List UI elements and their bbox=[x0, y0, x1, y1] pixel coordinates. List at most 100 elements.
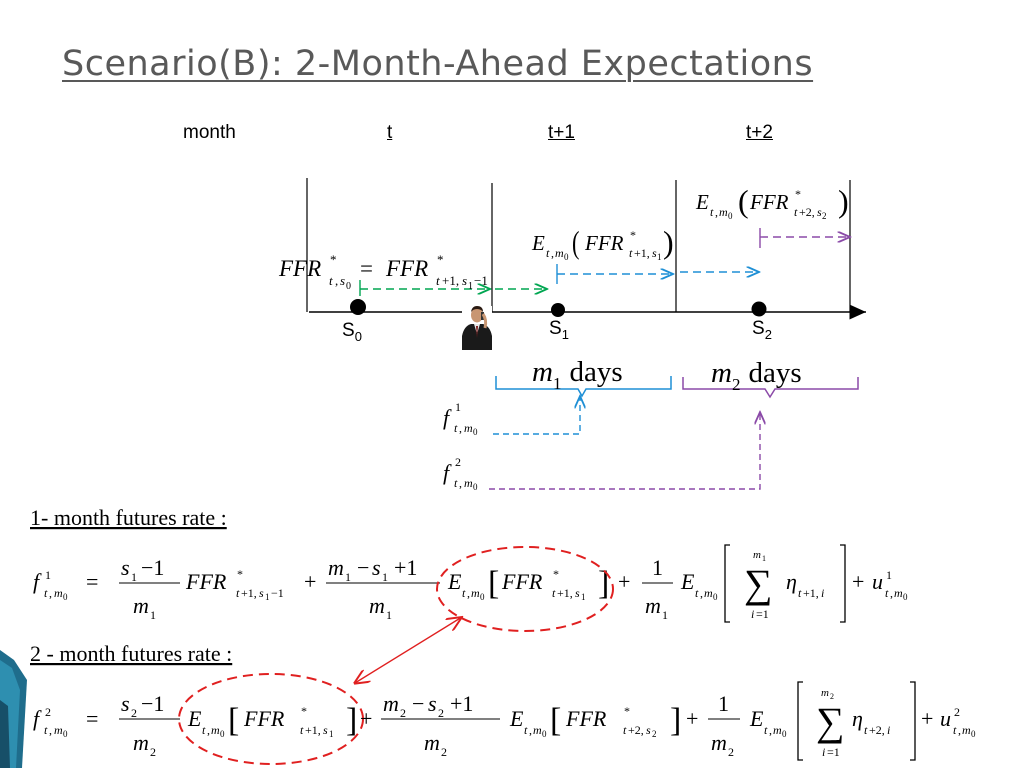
svg-text:s: s bbox=[646, 723, 651, 737]
svg-text:+2,: +2, bbox=[628, 723, 644, 737]
svg-text:,: , bbox=[769, 723, 772, 737]
svg-text:u: u bbox=[940, 706, 951, 731]
point-s2-label: S2 bbox=[752, 318, 772, 342]
point-s2-dot bbox=[751, 301, 767, 317]
svg-text:t: t bbox=[454, 421, 458, 435]
svg-text:0: 0 bbox=[63, 592, 68, 602]
svg-text:f: f bbox=[33, 569, 42, 594]
svg-text:m: m bbox=[424, 730, 440, 755]
svg-text:∑: ∑ bbox=[816, 699, 845, 744]
svg-text:+1: +1 bbox=[450, 691, 473, 716]
svg-text:E: E bbox=[749, 706, 764, 731]
svg-text:2: 2 bbox=[131, 706, 137, 720]
svg-text:m: m bbox=[383, 691, 399, 716]
svg-text:u: u bbox=[872, 569, 883, 594]
svg-text:,: , bbox=[551, 246, 554, 260]
svg-text:FFR: FFR bbox=[749, 190, 789, 214]
svg-text:FFR: FFR bbox=[278, 256, 321, 281]
svg-text:t: t bbox=[300, 723, 304, 737]
svg-text:E: E bbox=[509, 706, 524, 731]
svg-text:m: m bbox=[555, 246, 564, 260]
svg-text:1: 1 bbox=[886, 568, 892, 582]
svg-text:t: t bbox=[546, 246, 550, 260]
svg-text:0: 0 bbox=[220, 729, 225, 739]
svg-text:+: + bbox=[618, 569, 630, 594]
svg-text:t: t bbox=[695, 586, 699, 600]
svg-text:,: , bbox=[49, 586, 52, 600]
m1-days-label: m1 days bbox=[532, 356, 623, 393]
svg-text:0: 0 bbox=[782, 729, 787, 739]
svg-text:,: , bbox=[467, 586, 470, 600]
svg-text:2: 2 bbox=[150, 745, 156, 759]
point-s0-label: S0 bbox=[342, 320, 362, 344]
svg-text:2: 2 bbox=[400, 706, 406, 720]
svg-text:+1,: +1, bbox=[803, 586, 819, 600]
svg-text:1: 1 bbox=[657, 252, 662, 262]
svg-text:2: 2 bbox=[441, 745, 447, 759]
svg-text:*: * bbox=[237, 567, 243, 581]
svg-text:t: t bbox=[794, 205, 798, 219]
svg-text:0: 0 bbox=[971, 729, 976, 739]
svg-text:+1,: +1, bbox=[241, 586, 257, 600]
svg-text:s: s bbox=[340, 273, 345, 288]
svg-text:=: = bbox=[86, 706, 98, 731]
svg-text:m: m bbox=[773, 723, 782, 737]
svg-text:0: 0 bbox=[903, 592, 908, 602]
svg-text:+: + bbox=[921, 706, 933, 731]
svg-text:,: , bbox=[459, 421, 462, 435]
svg-text:η: η bbox=[786, 569, 797, 594]
svg-text:+1,: +1, bbox=[634, 246, 650, 260]
svg-text:=: = bbox=[360, 256, 373, 281]
svg-text:1: 1 bbox=[265, 592, 270, 602]
svg-text:m: m bbox=[369, 593, 385, 618]
svg-text:E: E bbox=[531, 231, 545, 255]
svg-text:FFR: FFR bbox=[565, 706, 607, 731]
svg-text:E: E bbox=[187, 706, 202, 731]
svg-text:s: s bbox=[428, 691, 437, 716]
svg-text:]: ] bbox=[670, 702, 681, 739]
svg-text:−: − bbox=[357, 555, 369, 580]
svg-text:(: ( bbox=[738, 183, 749, 219]
svg-text:m: m bbox=[464, 421, 473, 435]
svg-text:1: 1 bbox=[581, 592, 586, 602]
svg-text:(: ( bbox=[572, 224, 579, 260]
svg-text:m: m bbox=[464, 476, 473, 490]
svg-text:2: 2 bbox=[822, 211, 827, 221]
svg-text:m: m bbox=[533, 723, 542, 737]
svg-text:+2,: +2, bbox=[869, 723, 885, 737]
expectation-s1-label: E t , m 0 ( FFR * t +1, s 1 ) bbox=[531, 224, 674, 262]
highlight-ellipse-eq1 bbox=[436, 546, 614, 632]
svg-text:i: i bbox=[821, 586, 824, 600]
svg-text:m: m bbox=[133, 593, 149, 618]
svg-text:1: 1 bbox=[455, 400, 461, 414]
svg-text:+: + bbox=[686, 706, 698, 731]
svg-text:,: , bbox=[890, 586, 893, 600]
svg-text:+1,: +1, bbox=[557, 586, 573, 600]
svg-text:i: i bbox=[751, 607, 754, 621]
svg-text:1: 1 bbox=[718, 691, 729, 716]
svg-text:=1: =1 bbox=[827, 745, 840, 759]
svg-text:[: [ bbox=[488, 565, 499, 602]
svg-text:2: 2 bbox=[954, 705, 960, 719]
svg-text:=1: =1 bbox=[756, 607, 769, 621]
svg-text:1: 1 bbox=[131, 570, 137, 584]
person-on-phone-icon bbox=[462, 306, 492, 350]
svg-text:,: , bbox=[529, 723, 532, 737]
svg-text:1: 1 bbox=[45, 568, 51, 582]
svg-text:1: 1 bbox=[468, 281, 473, 292]
svg-text:t: t bbox=[524, 723, 528, 737]
svg-text:s: s bbox=[121, 691, 130, 716]
svg-text:E: E bbox=[447, 569, 462, 594]
svg-text:t: t bbox=[864, 723, 868, 737]
svg-text:f: f bbox=[443, 405, 452, 430]
svg-text:2: 2 bbox=[45, 705, 51, 719]
svg-text:∑: ∑ bbox=[744, 561, 773, 606]
svg-text:t: t bbox=[798, 586, 802, 600]
svg-text:,: , bbox=[49, 723, 52, 737]
svg-text:*: * bbox=[330, 252, 337, 267]
period-t2: t+2 bbox=[746, 122, 773, 143]
svg-text:1: 1 bbox=[762, 554, 766, 563]
svg-text:[: [ bbox=[550, 702, 561, 739]
svg-text:t: t bbox=[885, 586, 889, 600]
